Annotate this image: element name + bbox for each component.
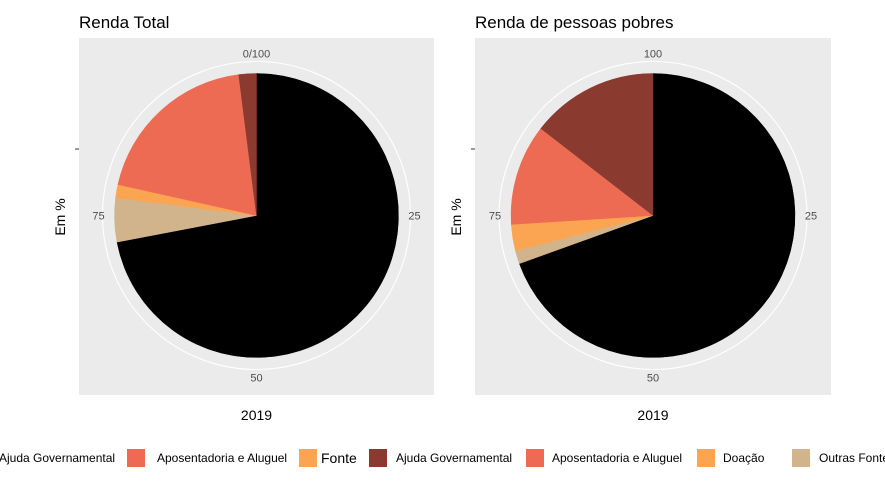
- x-axis-label: 2019: [637, 407, 668, 423]
- angle-tick-label: 25: [805, 211, 817, 223]
- legend-key: [697, 449, 715, 467]
- y-axis-label: Em %: [448, 198, 464, 235]
- legend: Ajuda Governamental Aposentadoria e Alugu…: [0, 449, 885, 467]
- legend-key: [526, 449, 544, 467]
- angle-tick-label: 75: [92, 211, 104, 223]
- pie-slice-3: [117, 74, 257, 216]
- legend-key: [127, 449, 145, 467]
- legend-label: Aposentadoria e Aluguel: [157, 451, 287, 465]
- pie-slice-0: [519, 73, 796, 358]
- panel-renda-pobres: Renda de pessoas pobres 100 25 50 75 2019 Em %: [448, 13, 831, 423]
- legend-label: Outras Fontes: [819, 451, 885, 465]
- x-axis-label: 2019: [241, 407, 272, 423]
- legend-label: Ajuda Governamental: [0, 451, 115, 465]
- legend-label: Aposentadoria e Aluguel: [552, 451, 682, 465]
- panel-renda-total: Renda Total 0/100 25 50 75 2019 Em %: [52, 13, 434, 423]
- legend-label: Ajuda Governamental: [396, 451, 512, 465]
- pie-slice-3: [510, 128, 654, 225]
- angle-tick-label: 75: [489, 211, 501, 223]
- legend-key: [792, 449, 810, 467]
- pie-slice-0: [116, 73, 399, 358]
- legend-key: [369, 449, 387, 467]
- legend-label: Doação: [723, 451, 765, 465]
- angle-tick-label: 0/100: [243, 49, 271, 61]
- legend-title: Fonte: [321, 450, 357, 466]
- angle-tick-label: 50: [250, 373, 262, 385]
- angle-tick-label: 25: [408, 211, 420, 223]
- pie-slice-4: [540, 73, 654, 217]
- chart-title: Renda de pessoas pobres: [475, 13, 673, 32]
- y-axis-label: Em %: [52, 198, 68, 235]
- pie-slice-4: [238, 73, 257, 216]
- angle-tick-label: 100: [644, 49, 662, 61]
- grid-ring: [101, 60, 412, 371]
- legend-key: [299, 449, 317, 467]
- angle-tick-label: 50: [647, 373, 659, 385]
- grid-ring: [498, 60, 808, 371]
- chart-title: Renda Total: [79, 13, 169, 32]
